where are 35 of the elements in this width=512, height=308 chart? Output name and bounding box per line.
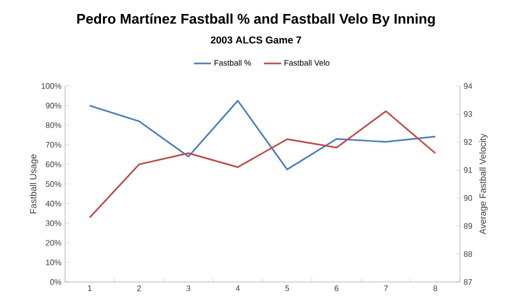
- x-tick-label: 5: [285, 286, 290, 292]
- y-tick-label: 80%: [46, 122, 62, 128]
- chart-subtitle: 2003 ALCS Game 7: [210, 36, 302, 44]
- y2-tick-label: 88: [464, 251, 472, 257]
- y2-tick-label: 91: [464, 167, 472, 173]
- x-tick-label: 1: [88, 286, 92, 292]
- y2-tick-label: 94: [464, 83, 472, 89]
- y2-tick-label: 92: [464, 139, 472, 145]
- y-tick-label: 70%: [46, 142, 62, 148]
- line-series: [88, 110, 436, 218]
- y-axis-title: Fastball Usage: [30, 154, 38, 214]
- y2-tick-label: 93: [464, 111, 472, 117]
- y-tick-label: 50%: [46, 181, 62, 187]
- y2-tick-label: 89: [464, 223, 472, 229]
- y2-tick-label: 90: [464, 195, 472, 201]
- chart-title: Pedro Martínez Fastball % and Fastball Velo By Inning: [77, 13, 435, 27]
- y-tick-label: 100%: [42, 83, 62, 89]
- x-tick-label: 3: [186, 286, 190, 292]
- x-tick-label: 2: [137, 286, 141, 292]
- x-tick-label: 4: [236, 286, 240, 292]
- x-tick-label: 6: [334, 286, 338, 292]
- line-series: [88, 100, 436, 170]
- legend-label: Fastball Velo: [284, 60, 330, 66]
- y-tick-label: 60%: [46, 162, 62, 168]
- y-tick-label: 40%: [46, 200, 62, 206]
- y-tick-label: 0%: [50, 279, 62, 285]
- y2-axis-title: Average Fastball Velocity: [479, 134, 488, 234]
- legend-label: Fastball %: [214, 60, 251, 66]
- x-tick-label: 8: [433, 286, 438, 292]
- y2-tick-label: 87: [464, 279, 472, 285]
- y-tick-label: 20%: [46, 240, 62, 246]
- y-tick-label: 10%: [46, 260, 62, 266]
- x-tick-label: 7: [384, 286, 388, 292]
- y-tick-label: 30%: [46, 220, 62, 226]
- y-tick-label: 90%: [46, 102, 62, 108]
